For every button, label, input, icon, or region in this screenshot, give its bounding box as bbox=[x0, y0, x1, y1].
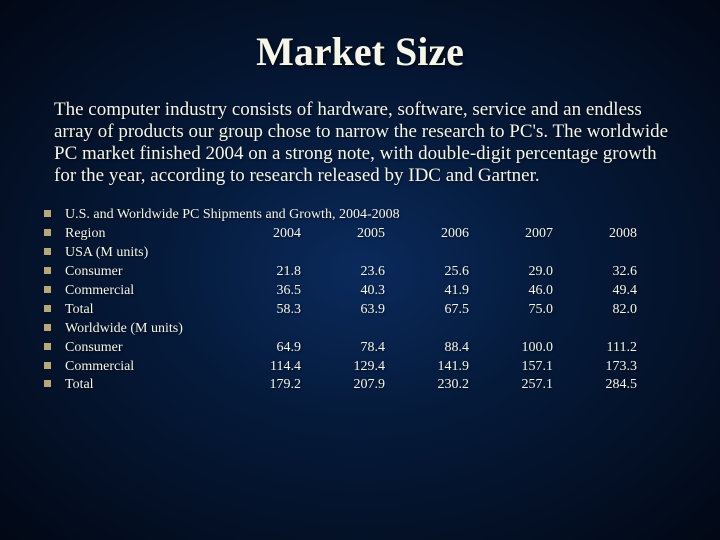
list-item: Total 179.2 207.9 230.2 257.1 284.5 bbox=[44, 376, 676, 395]
row-cell: 230.2 bbox=[403, 376, 487, 395]
row-cell: 114.4 bbox=[235, 358, 319, 377]
list-item: Worldwide (M units) bbox=[44, 320, 676, 339]
row-cell: 67.5 bbox=[403, 301, 487, 320]
row-cell: 257.1 bbox=[487, 376, 571, 395]
square-bullet-icon bbox=[44, 324, 51, 331]
square-bullet-icon bbox=[44, 362, 51, 369]
row-cell: 2007 bbox=[487, 225, 571, 244]
row-cell: 32.6 bbox=[571, 263, 655, 282]
row-label: Worldwide (M units) bbox=[65, 320, 235, 339]
row-cell: 111.2 bbox=[571, 339, 655, 358]
row-label: Consumer bbox=[65, 263, 235, 282]
row-label: Total bbox=[65, 301, 235, 320]
square-bullet-icon bbox=[44, 210, 51, 217]
row-label: Commercial bbox=[65, 358, 235, 377]
list-item: U.S. and Worldwide PC Shipments and Grow… bbox=[44, 206, 676, 225]
row-cell: 157.1 bbox=[487, 358, 571, 377]
row-cell: 2006 bbox=[403, 225, 487, 244]
square-bullet-icon bbox=[44, 305, 51, 312]
row-cell: 40.3 bbox=[319, 282, 403, 301]
square-bullet-icon bbox=[44, 286, 51, 293]
slide-title: Market Size bbox=[0, 0, 720, 75]
row-cell: 207.9 bbox=[319, 376, 403, 395]
square-bullet-icon bbox=[44, 380, 51, 387]
row-cell: 284.5 bbox=[571, 376, 655, 395]
square-bullet-icon bbox=[44, 267, 51, 274]
list-header-line: U.S. and Worldwide PC Shipments and Grow… bbox=[65, 206, 400, 225]
list-item: Commercial 114.4 129.4 141.9 157.1 173.3 bbox=[44, 358, 676, 377]
row-cell: 25.6 bbox=[403, 263, 487, 282]
body-paragraph: The computer industry consists of hardwa… bbox=[0, 75, 720, 186]
row-cell: 63.9 bbox=[319, 301, 403, 320]
row-cell: 58.3 bbox=[235, 301, 319, 320]
row-cell: 141.9 bbox=[403, 358, 487, 377]
list-item: Total 58.3 63.9 67.5 75.0 82.0 bbox=[44, 301, 676, 320]
list-item: Commercial 36.5 40.3 41.9 46.0 49.4 bbox=[44, 282, 676, 301]
list-item: Consumer 64.9 78.4 88.4 100.0 111.2 bbox=[44, 339, 676, 358]
row-cell: 100.0 bbox=[487, 339, 571, 358]
row-cell: 23.6 bbox=[319, 263, 403, 282]
row-cell: 64.9 bbox=[235, 339, 319, 358]
row-cell: 2005 bbox=[319, 225, 403, 244]
square-bullet-icon bbox=[44, 343, 51, 350]
square-bullet-icon bbox=[44, 248, 51, 255]
row-cell: 78.4 bbox=[319, 339, 403, 358]
row-cell: 21.8 bbox=[235, 263, 319, 282]
row-cell: 75.0 bbox=[487, 301, 571, 320]
row-cell: 179.2 bbox=[235, 376, 319, 395]
row-label: Commercial bbox=[65, 282, 235, 301]
row-cell: 82.0 bbox=[571, 301, 655, 320]
data-list: U.S. and Worldwide PC Shipments and Grow… bbox=[0, 186, 720, 395]
row-cell: 173.3 bbox=[571, 358, 655, 377]
row-cell: 88.4 bbox=[403, 339, 487, 358]
square-bullet-icon bbox=[44, 229, 51, 236]
row-cell: 36.5 bbox=[235, 282, 319, 301]
row-cell: 46.0 bbox=[487, 282, 571, 301]
list-item: Consumer 21.8 23.6 25.6 29.0 32.6 bbox=[44, 263, 676, 282]
row-cell: 2004 bbox=[235, 225, 319, 244]
row-label: Region bbox=[65, 225, 235, 244]
row-label: USA (M units) bbox=[65, 244, 235, 263]
list-item: USA (M units) bbox=[44, 244, 676, 263]
row-cell: 2008 bbox=[571, 225, 655, 244]
row-cell: 29.0 bbox=[487, 263, 571, 282]
row-cell: 129.4 bbox=[319, 358, 403, 377]
row-label: Total bbox=[65, 376, 235, 395]
row-cell: 41.9 bbox=[403, 282, 487, 301]
row-label: Consumer bbox=[65, 339, 235, 358]
row-cell: 49.4 bbox=[571, 282, 655, 301]
list-item: Region 2004 2005 2006 2007 2008 bbox=[44, 225, 676, 244]
